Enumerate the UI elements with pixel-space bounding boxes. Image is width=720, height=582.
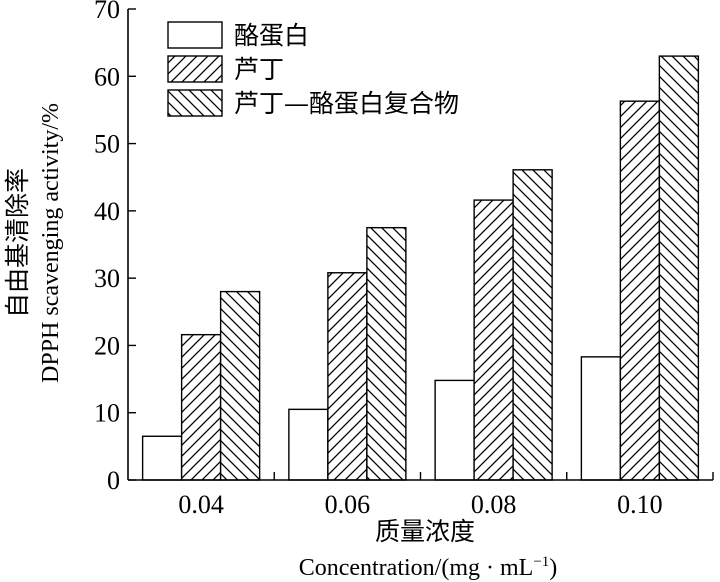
- y-tick-label-70: 70: [94, 0, 120, 24]
- x-axis-title-en: Concentration/(mg · mL−1): [299, 554, 558, 581]
- y-axis-title-en: DPPH scavenging activity/%: [38, 103, 64, 383]
- bar-1-0.04: [141, 435, 183, 481]
- y-tick-label-30: 30: [94, 264, 120, 293]
- bar-3-0.06: [366, 226, 407, 481]
- y-tick-label-50: 50: [94, 130, 120, 159]
- bar-1-0.08: [434, 379, 475, 481]
- y-tick-label-0: 0: [107, 466, 120, 495]
- x-axis-title-en-main: Concentration/(mg · mL: [299, 555, 534, 581]
- x-axis-title-en-end: ): [549, 555, 557, 581]
- bar-3-0.08: [512, 169, 553, 481]
- bar-3-0.04: [219, 290, 261, 481]
- y-tick-label-10: 10: [94, 399, 120, 428]
- y-tick-label-40: 40: [94, 197, 120, 226]
- y-tick-label-20: 20: [94, 331, 120, 360]
- x-tick-label-0.04: 0.04: [178, 490, 224, 519]
- legend-swatch-3: [167, 89, 223, 117]
- legend-label-2: 芦丁: [234, 55, 284, 84]
- x-axis-title-cn: 质量浓度: [375, 517, 475, 546]
- legend-label-3: 芦丁—酪蛋白复合物: [234, 89, 459, 118]
- bar-1-0.06: [288, 408, 329, 481]
- bar-2-0.08: [473, 199, 514, 481]
- legend-label-1: 酪蛋白: [234, 21, 309, 50]
- bar-1-0.10: [580, 356, 622, 481]
- x-tick-label-0.08: 0.08: [471, 490, 517, 519]
- legend-swatch-1: [167, 21, 223, 49]
- x-tick-label-0.10: 0.10: [617, 490, 663, 519]
- bar-2-0.10: [619, 100, 661, 481]
- x-axis-title-en-sup: −1: [533, 554, 549, 570]
- bar-3-0.10: [658, 55, 700, 481]
- legend-swatch-2: [167, 55, 223, 83]
- x-tick-label-0.06: 0.06: [325, 490, 371, 519]
- bar-2-0.06: [327, 272, 368, 481]
- bar-2-0.04: [180, 333, 222, 481]
- plot-area: 0 10 20 30 40 50 60 70 0.04 0.06 0.08 0.10: [94, 0, 714, 519]
- y-axis-title-cn: 自由基清除率: [3, 168, 32, 318]
- y-tick-label-60: 60: [94, 62, 120, 91]
